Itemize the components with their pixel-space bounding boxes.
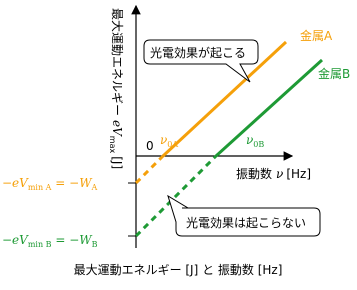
text-part: 光電効果は起こらない — [186, 215, 306, 230]
line-label: 金属B — [318, 66, 350, 81]
intercept-label: −eVmin A = −WA — [2, 176, 98, 192]
line-label: 金属A — [300, 28, 333, 43]
text-part: 金属B — [318, 66, 350, 81]
callout-bubble — [167, 194, 321, 237]
text-part: −eV — [2, 233, 29, 247]
line-a — [161, 40, 288, 158]
origin-label: 0 — [146, 139, 154, 153]
text-part: 最大運動エネルギー — [110, 8, 124, 116]
threshold-label: ν0A — [160, 133, 178, 149]
x-axis-label: 振動数 ν [Hz] — [236, 166, 311, 181]
line-b-dashed — [134, 154, 218, 238]
callout-bubble — [143, 39, 259, 83]
text-part: 0B — [253, 140, 264, 149]
intercept-label: −eVmin B = −WB — [2, 233, 98, 249]
text-part: −eV — [2, 176, 29, 190]
text-part: = −W — [52, 233, 94, 247]
text-part: max — [108, 136, 117, 154]
text-part: ν — [276, 167, 283, 181]
text-part: [Hz] — [286, 167, 311, 181]
line-a-dashed — [134, 154, 165, 185]
text-part: min A — [28, 183, 52, 192]
text-part: 0 — [146, 139, 154, 153]
text-part: [J] — [110, 156, 124, 169]
text-part: 光電効果が起こる — [150, 45, 246, 60]
line-b — [214, 58, 324, 158]
text-part: ν — [160, 133, 167, 147]
text-part: 金属A — [300, 28, 333, 43]
text-part: 最大運動エネルギー [J] と 振動数 [Hz] — [74, 262, 283, 277]
text-part: A — [91, 183, 98, 192]
text-part: 振動数 — [236, 166, 272, 181]
caption: 最大運動エネルギー [J] と 振動数 [Hz] — [74, 262, 283, 277]
text-part: = −W — [51, 176, 93, 190]
text-part: B — [92, 240, 98, 249]
callout-text: 光電効果が起こる — [150, 45, 246, 60]
text-part: 0A — [167, 140, 178, 149]
threshold-label: ν0B — [246, 133, 264, 149]
text-part: min B — [28, 240, 52, 249]
text-part: ν — [246, 133, 253, 147]
callout-text: 光電効果は起こらない — [186, 215, 306, 230]
y-axis-label: 最大運動エネルギー eVmax [J] — [108, 8, 124, 169]
text-part: eV — [110, 120, 124, 137]
